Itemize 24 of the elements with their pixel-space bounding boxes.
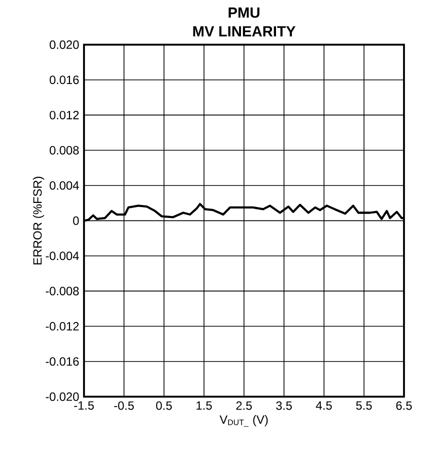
y-tick-label: 0.020: [50, 40, 79, 49]
y-tick-label: -0.020: [46, 392, 79, 401]
y-tick-label: -0.008: [46, 286, 79, 296]
x-tick-label: -1.5: [74, 401, 94, 410]
y-tick-label: 0.004: [50, 181, 79, 190]
y-tick-label: -0.012: [46, 322, 79, 331]
x-tick-label: 4.5: [316, 401, 332, 410]
x-tick-label: 2.5: [236, 401, 252, 410]
y-tick-label: 0: [73, 216, 79, 225]
x-tick-label: -0.5: [114, 401, 134, 410]
y-tick-label: -0.004: [46, 252, 79, 260]
y-tick-label: 0.012: [50, 110, 79, 120]
chart-title: PMU: [228, 8, 260, 18]
x-axis-title: V$_{DUT_}$ (V): [220, 415, 268, 427]
y-axis-title: ERROR (%FSR): [32, 176, 44, 264]
x-tick-label: 3.5: [276, 401, 292, 410]
y-tick-label: 0.016: [50, 76, 79, 84]
y-tick-label: -0.016: [46, 357, 79, 366]
x-tick-label: 1.5: [196, 401, 212, 410]
y-tick-label: 0.008: [50, 146, 79, 155]
x-tick-label: 6.5: [396, 401, 412, 410]
chart-subtitle: MV LINEARITY: [193, 26, 296, 36]
x-tick-label: 5.5: [356, 401, 372, 410]
x-tick-label: 0.5: [156, 401, 172, 410]
